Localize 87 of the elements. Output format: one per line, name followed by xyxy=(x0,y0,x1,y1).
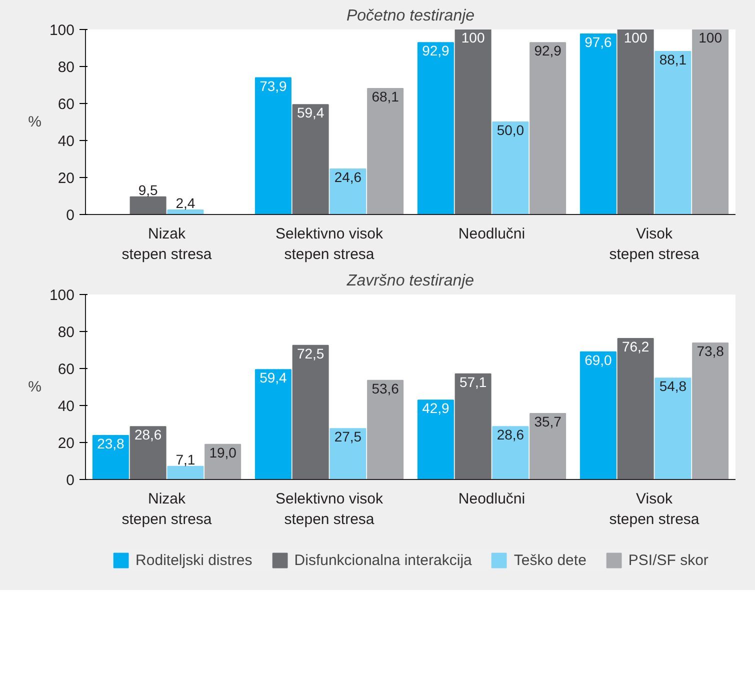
bar xyxy=(617,30,654,214)
bar xyxy=(130,426,166,480)
bar xyxy=(492,426,529,480)
data-label: 76,2 xyxy=(622,338,650,355)
data-label: 7,1 xyxy=(176,451,196,468)
x-tick-label: Visok stepen stresa xyxy=(609,226,700,263)
legend-label: Roditeljski distres xyxy=(136,552,252,568)
data-label: 73,8 xyxy=(696,342,724,359)
data-label: 23,8 xyxy=(97,435,125,452)
bar xyxy=(417,400,454,480)
bar xyxy=(417,42,454,214)
data-label: 92,9 xyxy=(422,42,450,59)
x-tick-label: Selektivno visok stepen stresa xyxy=(275,226,384,263)
y-tick-label: 20 xyxy=(58,170,75,187)
data-label: 69,0 xyxy=(584,352,612,368)
data-label: 42,9 xyxy=(422,400,450,416)
bar xyxy=(454,30,492,214)
data-label: 57,1 xyxy=(459,374,487,390)
y-tick-label: 20 xyxy=(58,435,75,452)
bar xyxy=(492,122,529,214)
bar xyxy=(580,351,616,480)
x-tick-label: Visok stepen stresa xyxy=(609,490,700,528)
bar xyxy=(292,104,329,214)
data-label: 35,7 xyxy=(534,413,562,430)
data-label: 19,0 xyxy=(209,444,237,460)
bar xyxy=(654,378,692,480)
bar xyxy=(530,412,566,480)
legend-label: PSI/SF skor xyxy=(628,552,708,568)
bar xyxy=(454,373,492,480)
bar xyxy=(292,344,329,480)
y-axis-title: % xyxy=(28,378,42,396)
data-label: 9,5 xyxy=(138,182,158,198)
y-tick-label: 0 xyxy=(66,472,74,489)
data-label: 2,4 xyxy=(176,195,196,212)
data-label: 92,9 xyxy=(534,42,562,59)
data-label: 59,4 xyxy=(296,104,324,121)
data-label: 100 xyxy=(624,30,648,46)
chart-title: Završno testiranje xyxy=(346,272,474,290)
bar xyxy=(130,196,166,214)
data-label: 68,1 xyxy=(372,88,400,105)
chart-title: Početno testiranje xyxy=(346,8,475,24)
y-tick-label: 60 xyxy=(58,361,75,378)
bar xyxy=(167,466,204,480)
y-tick-label: 60 xyxy=(58,96,75,113)
bar xyxy=(330,168,366,214)
y-tick-label: 80 xyxy=(58,59,75,76)
y-tick-label: 100 xyxy=(49,22,75,39)
data-label: 88,1 xyxy=(659,52,687,68)
bar xyxy=(580,33,616,214)
bar xyxy=(692,342,729,480)
x-tick-label: Nizak stepen stresa xyxy=(122,490,212,528)
x-tick-label: Nizak stepen stresa xyxy=(122,226,212,263)
data-label: 54,8 xyxy=(659,378,687,394)
bar xyxy=(330,428,366,480)
x-tick-label: Selektivno visok stepen stresa xyxy=(275,490,384,528)
y-tick-label: 80 xyxy=(58,324,75,341)
y-tick-label: 40 xyxy=(58,398,75,415)
data-label: 97,6 xyxy=(584,34,612,50)
data-label: 27,5 xyxy=(334,428,362,445)
y-axis-title: % xyxy=(28,114,42,130)
bar xyxy=(692,30,729,214)
bar xyxy=(167,210,204,214)
y-tick-label: 0 xyxy=(66,207,74,224)
bar xyxy=(654,51,692,214)
x-tick-label: Neodlučni xyxy=(458,226,526,242)
bar xyxy=(367,380,404,480)
data-label: 59,4 xyxy=(260,370,288,386)
data-label: 73,9 xyxy=(260,78,288,94)
legend-label: Disfunkcionalna interakcija xyxy=(294,552,472,568)
bar xyxy=(617,338,654,480)
y-tick-label: 40 xyxy=(58,133,75,150)
data-label: 53,6 xyxy=(372,380,400,396)
data-label: 50,0 xyxy=(496,122,524,138)
data-label: 100 xyxy=(698,30,722,46)
bar xyxy=(254,77,292,214)
bar xyxy=(367,88,404,214)
data-label: 28,6 xyxy=(496,426,524,443)
data-label: 100 xyxy=(461,30,485,46)
bar xyxy=(254,369,292,480)
y-tick-label: 100 xyxy=(49,287,75,304)
data-label: 72,5 xyxy=(296,345,324,362)
data-label: 24,6 xyxy=(334,168,362,185)
data-label: 28,6 xyxy=(134,426,162,443)
x-tick-label: Neodlučni xyxy=(458,490,526,508)
bar xyxy=(92,434,129,480)
legend-label: Teško dete xyxy=(514,552,586,568)
bar xyxy=(530,42,566,214)
